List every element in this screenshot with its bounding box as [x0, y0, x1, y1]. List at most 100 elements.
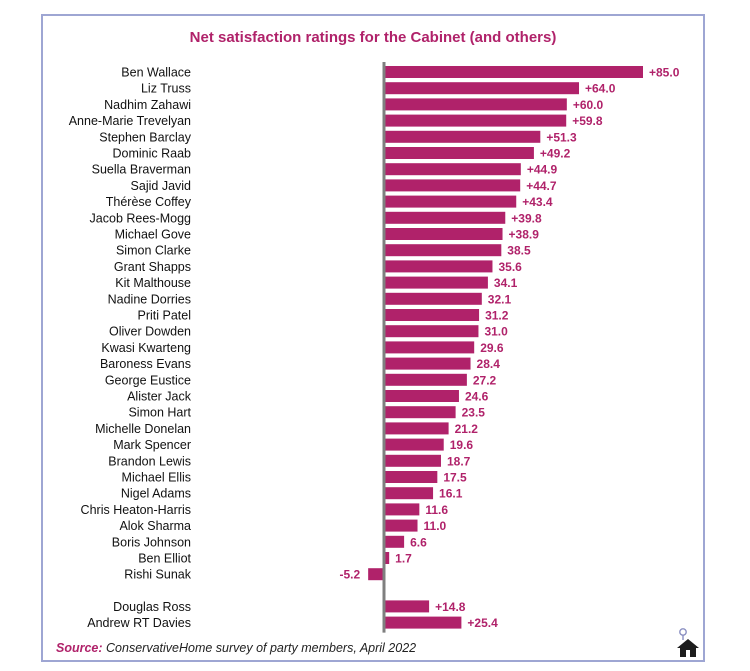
data-label: 38.5: [507, 244, 531, 258]
bar: [384, 244, 502, 257]
category-label: Sajid Javid: [131, 179, 191, 193]
bar: [384, 309, 480, 321]
bar: [384, 292, 482, 305]
bar: [384, 552, 390, 564]
category-label: Suella Braverman: [92, 163, 191, 177]
bar: [384, 163, 521, 176]
bar: [384, 228, 503, 240]
category-label: Simon Clarke: [116, 244, 191, 258]
chart-frame: [41, 14, 705, 662]
category-label: Baroness Evans: [100, 357, 191, 371]
category-label: Priti Patel: [138, 309, 192, 323]
data-label: 23.5: [462, 406, 486, 420]
category-label: Jacob Rees-Mogg: [90, 211, 191, 225]
source-note: Source: ConservativeHome survey of party…: [56, 641, 416, 655]
bar: [384, 454, 441, 467]
data-labels: +85.0 +64.0 +60.0 +59.8 +51.3 +49.2 +44.9 +44.7…: [339, 66, 679, 631]
category-label: Rishi Sunak: [124, 568, 191, 582]
category-label: Alok Sharma: [119, 519, 191, 533]
category-label: Kwasi Kwarteng: [101, 341, 191, 355]
bar: [384, 471, 438, 483]
data-label: 1.7: [395, 552, 412, 566]
bar: [384, 422, 449, 435]
house-logo-icon: [677, 628, 699, 657]
category-label: Stephen Barclay: [99, 130, 191, 144]
category-label: Mark Spencer: [113, 438, 191, 452]
bar: [384, 373, 467, 386]
category-label: Kit Malthouse: [115, 276, 191, 290]
bar: [384, 179, 521, 192]
data-label: 6.6: [410, 535, 427, 549]
bar: [384, 82, 580, 95]
category-label: Anne-Marie Trevelyan: [69, 114, 191, 128]
category-label: Brandon Lewis: [108, 454, 191, 468]
bar: [384, 357, 471, 370]
source-text: ConservativeHome survey of party members…: [106, 641, 417, 655]
data-label: 17.5: [443, 471, 467, 485]
bar: [384, 519, 418, 532]
category-labels: Ben Wallace Liz Truss Nadhim Zahawi Anne-Ma…: [69, 66, 192, 631]
category-label: Thérèse Coffey: [106, 195, 192, 209]
bar: [384, 406, 456, 419]
data-label: +64.0: [585, 82, 616, 96]
category-label: George Eustice: [105, 373, 191, 387]
data-label: -5.2: [339, 568, 360, 582]
category-label: Simon Hart: [128, 406, 191, 420]
category-label: Oliver Dowden: [109, 325, 191, 339]
category-label: Chris Heaton-Harris: [81, 503, 191, 517]
bar: [384, 341, 475, 354]
data-label: +44.9: [527, 163, 558, 177]
data-label: +85.0: [649, 66, 680, 80]
data-label: 31.0: [484, 325, 508, 339]
bar: [384, 438, 444, 451]
category-label: Ben Wallace: [121, 66, 191, 80]
data-label: 29.6: [480, 341, 504, 355]
bar: [384, 147, 534, 159]
bars: [368, 66, 643, 629]
category-label: Nadhim Zahawi: [104, 98, 191, 112]
data-label: +51.3: [546, 130, 577, 144]
bar: [384, 130, 541, 143]
chart-title: Net satisfaction ratings for the Cabinet…: [189, 29, 557, 46]
bar: [384, 195, 517, 208]
bar: [384, 66, 643, 78]
data-label: +38.9: [509, 228, 540, 242]
bar: [384, 98, 567, 111]
category-label: Nigel Adams: [121, 487, 191, 501]
category-label: Nadine Dorries: [108, 292, 191, 306]
category-label: Grant Shapps: [114, 260, 191, 274]
category-label: Michael Ellis: [122, 471, 191, 485]
bar: [384, 114, 567, 127]
bar: [384, 390, 459, 402]
data-label: +44.7: [526, 179, 557, 193]
data-label: +14.8: [435, 600, 466, 614]
category-label: Dominic Raab: [112, 147, 191, 161]
bar: [384, 535, 405, 548]
data-label: 31.2: [485, 309, 509, 323]
data-label: 24.6: [465, 390, 489, 404]
bar: [384, 211, 506, 224]
bar: [384, 600, 430, 613]
source-label: Source:: [56, 641, 103, 655]
bar: [384, 325, 479, 338]
bar: [384, 260, 493, 273]
data-label: 32.1: [488, 292, 512, 306]
bar: [384, 487, 434, 500]
data-label: 35.6: [498, 260, 522, 274]
data-label: 19.6: [450, 438, 474, 452]
category-label: Michelle Donelan: [95, 422, 191, 436]
data-label: 34.1: [494, 276, 518, 290]
category-label: Boris Johnson: [112, 535, 191, 549]
data-label: 16.1: [439, 487, 463, 501]
category-label: Liz Truss: [141, 82, 191, 96]
bar: [384, 503, 420, 516]
data-label: +25.4: [467, 616, 498, 630]
data-label: 11.0: [424, 519, 447, 533]
bar: [384, 276, 488, 289]
category-label: Andrew RT Davies: [87, 616, 191, 630]
data-label: 28.4: [477, 357, 501, 371]
data-label: 27.2: [473, 373, 497, 387]
data-label: +43.4: [522, 195, 553, 209]
category-label: Michael Gove: [115, 228, 191, 242]
